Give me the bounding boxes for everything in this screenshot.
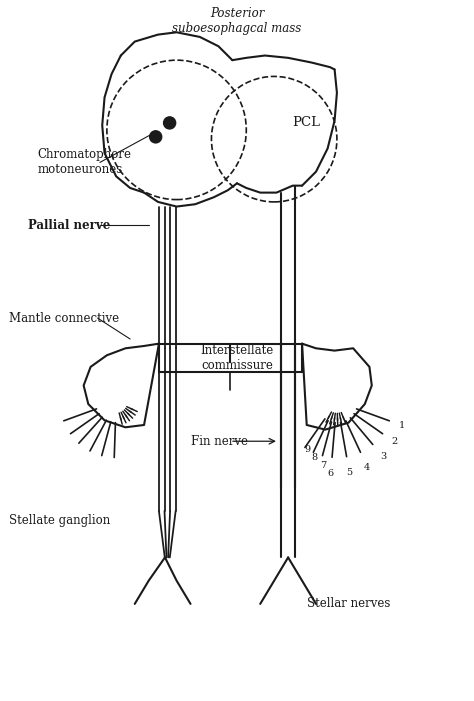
Text: 3: 3 xyxy=(380,452,386,461)
Text: 9: 9 xyxy=(304,444,310,454)
Text: Stellate ganglion: Stellate ganglion xyxy=(9,514,110,526)
Text: 4: 4 xyxy=(364,463,371,472)
Text: 6: 6 xyxy=(328,469,334,478)
Text: 1: 1 xyxy=(399,421,406,430)
Text: Interstellate
commissure: Interstellate commissure xyxy=(201,343,273,372)
Text: 2: 2 xyxy=(391,437,397,447)
Text: Chromatophore
motoneurones: Chromatophore motoneurones xyxy=(37,149,131,177)
Text: 7: 7 xyxy=(320,461,327,470)
Text: 5: 5 xyxy=(346,468,353,477)
Text: Stellar nerves: Stellar nerves xyxy=(307,597,390,611)
Circle shape xyxy=(150,131,162,143)
Text: Fin nerve: Fin nerve xyxy=(191,435,247,448)
Text: 8: 8 xyxy=(311,454,318,462)
Circle shape xyxy=(164,117,176,129)
Text: Pallial nerve: Pallial nerve xyxy=(28,219,110,231)
Text: PCL: PCL xyxy=(293,116,321,130)
Text: Posterior
suboesophagcal mass: Posterior suboesophagcal mass xyxy=(173,7,301,34)
Text: Mantle connective: Mantle connective xyxy=(9,311,119,325)
